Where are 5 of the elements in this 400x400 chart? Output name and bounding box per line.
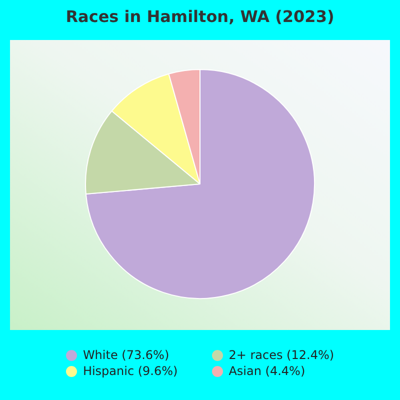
chart-title: Races in Hamilton, WA (2023) bbox=[64, 7, 336, 26]
legend-label: Asian (4.4%) bbox=[228, 364, 306, 378]
legend-label: 2+ races (12.4%) bbox=[228, 348, 334, 362]
legend-label: Hispanic (9.6%) bbox=[82, 364, 178, 378]
legend-label: White (73.6%) bbox=[82, 348, 170, 362]
